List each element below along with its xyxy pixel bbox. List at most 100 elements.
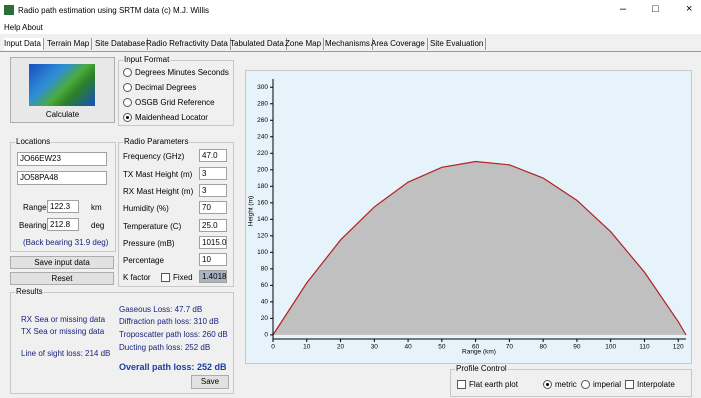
tab[interactable]: Radio Refractivity Data	[146, 38, 231, 50]
tab[interactable]: Terrain Map	[47, 38, 92, 50]
profile-chart: Height (m) Range (km) 020406080100120140…	[245, 70, 692, 364]
menu-item[interactable]: About	[22, 23, 43, 32]
radio-option[interactable]: imperial	[581, 380, 621, 389]
tab[interactable]: Mechanisms	[325, 38, 373, 50]
tab[interactable]: Zone Map	[285, 38, 324, 50]
y-tick-label: 100	[257, 249, 268, 256]
close-button[interactable]: ×	[686, 3, 692, 15]
y-tick-label: 140	[257, 216, 268, 223]
y-tick-label: 80	[261, 266, 269, 273]
radio-option[interactable]: metric	[543, 380, 577, 389]
group-title: Profile Control	[455, 364, 508, 373]
radio-parameters-group: Radio Parameters Frequency (GHz) 47.0 TX…	[118, 142, 234, 287]
result-text: Line of sight loss: 214 dB	[21, 349, 110, 358]
result-text: Gaseous Loss: 47.7 dB	[119, 305, 202, 314]
field-input[interactable]: 1015.0	[199, 236, 227, 249]
range-label: Range	[23, 203, 47, 212]
radio-option[interactable]: Decimal Degrees	[123, 83, 196, 92]
x-tick-label: 40	[404, 344, 412, 351]
menu-bar	[0, 20, 701, 34]
range-unit: km	[91, 203, 102, 212]
option-label: metric	[555, 380, 577, 389]
flat-earth-checkbox[interactable]: Flat earth plot	[457, 380, 518, 389]
result-text: TX Sea or missing data	[21, 327, 104, 336]
result-text: Troposcatter path loss: 260 dB	[119, 330, 228, 339]
field-input[interactable]: 10	[199, 253, 227, 266]
x-tick-label: 10	[303, 344, 311, 351]
interpolate-checkbox[interactable]: Interpolate	[625, 380, 675, 389]
map-image	[29, 64, 95, 106]
tab[interactable]: Tabulated Data	[230, 38, 287, 50]
tab[interactable]: Site Evaluation	[430, 38, 486, 50]
location-input[interactable]: JO66EW23	[17, 152, 107, 166]
y-tick-label: 120	[257, 233, 268, 240]
x-tick-label: 80	[540, 344, 548, 351]
field-label: Pressure (mB)	[123, 239, 175, 248]
profile-control-group: Profile Control Flat earth plot metric i…	[450, 369, 692, 397]
back-bearing: (Back bearing 31.9 deg)	[23, 238, 108, 247]
fixed-checkbox[interactable]: Fixed	[161, 273, 193, 282]
option-label: Maidenhead Locator	[135, 113, 208, 122]
checkbox-label: Flat earth plot	[469, 380, 518, 389]
x-tick-label: 20	[337, 344, 345, 351]
radio-option[interactable]: OSGB Grid Reference	[123, 98, 215, 107]
tab[interactable]: Site Database	[95, 38, 148, 50]
option-label: OSGB Grid Reference	[135, 98, 215, 107]
tab-line	[0, 51, 701, 52]
radio-option[interactable]: Degrees Minutes Seconds	[123, 68, 229, 77]
window-title: Radio path estimation using SRTM data (c…	[18, 6, 209, 15]
save-input-button[interactable]: Save input data	[10, 256, 114, 269]
tab[interactable]: Area Coverage	[371, 38, 428, 50]
option-label: Degrees Minutes Seconds	[135, 68, 229, 77]
field-input[interactable]: 25.0	[199, 219, 227, 232]
y-tick-label: 280	[257, 100, 268, 107]
checkbox-label: Fixed	[173, 273, 193, 282]
x-tick-label: 110	[639, 344, 650, 351]
field-input[interactable]: 3	[199, 184, 227, 197]
y-tick-label: 160	[257, 200, 268, 207]
minimize-button[interactable]: –	[620, 3, 626, 15]
field-input[interactable]: 3	[199, 167, 227, 180]
x-tick-label: 70	[506, 344, 514, 351]
field-label: RX Mast Height (m)	[123, 187, 193, 196]
overall-loss: Overall path loss: 252 dB	[119, 362, 227, 372]
radio-option[interactable]: Maidenhead Locator	[123, 113, 208, 122]
y-tick-label: 40	[261, 299, 269, 306]
field-label: Percentage	[123, 256, 164, 265]
radio-selected	[546, 383, 549, 386]
tab[interactable]: Input Data	[4, 38, 44, 50]
x-tick-label: 90	[573, 344, 581, 351]
bearing-unit: deg	[91, 221, 104, 230]
radio-selected	[126, 116, 129, 119]
range-input[interactable]: 122.3	[47, 200, 79, 213]
y-tick-label: 220	[257, 150, 268, 157]
y-tick-label: 260	[257, 117, 268, 124]
location-input[interactable]: JO58PA48	[17, 171, 107, 185]
menu-item[interactable]: Help	[4, 23, 20, 32]
field-label: TX Mast Height (m)	[123, 170, 192, 179]
y-tick-label: 240	[257, 133, 268, 140]
app-window: Radio path estimation using SRTM data (c…	[0, 0, 701, 398]
save-button[interactable]: Save	[191, 375, 229, 389]
group-title: Results	[15, 287, 44, 296]
result-text: Ducting path loss: 252 dB	[119, 343, 210, 352]
x-tick-label: 60	[472, 344, 480, 351]
results-group: Results RX Sea or missing data TX Sea or…	[10, 292, 234, 394]
button-label: Calculate	[11, 109, 114, 120]
y-tick-label: 20	[261, 315, 269, 322]
reset-button[interactable]: Reset	[10, 272, 114, 285]
field-label: Temperature (C)	[123, 222, 181, 231]
maximize-button[interactable]: □	[652, 3, 659, 15]
field-input[interactable]: 47.0	[199, 149, 227, 162]
y-tick-label: 200	[257, 167, 268, 174]
bearing-label: Bearing	[19, 221, 47, 230]
option-label: imperial	[593, 380, 621, 389]
y-tick-label: 180	[257, 183, 268, 190]
k-factor-value: 1.4018	[199, 270, 227, 283]
x-tick-label: 0	[271, 344, 275, 351]
field-input[interactable]: 70	[199, 201, 227, 214]
y-tick-label: 0	[264, 332, 268, 339]
calculate-button[interactable]: Calculate	[10, 57, 115, 123]
result-text: RX Sea or missing data	[21, 315, 105, 324]
bearing-input[interactable]: 212.8	[47, 218, 79, 231]
